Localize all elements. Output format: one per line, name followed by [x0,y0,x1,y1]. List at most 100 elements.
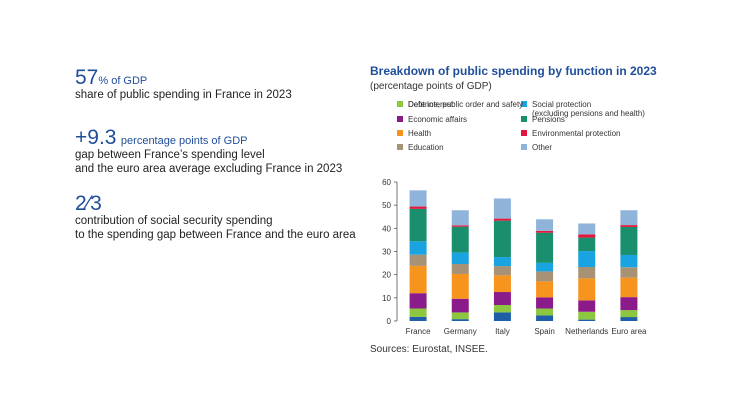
bar-segment [536,297,554,309]
bar-segment [536,262,554,272]
bar-segment [451,264,469,274]
bar-segment [409,254,427,266]
bar-segment [620,277,638,298]
legend-item: Defence, public order and safety [397,100,523,109]
bar-segment [620,267,638,278]
bar-segment [578,311,596,320]
bar-segment [578,319,596,321]
bar-segment [493,305,511,313]
stat-public-spending-share: 57% of GDP share of public spending in F… [75,67,292,102]
bar-segment [409,308,427,317]
stat-description-line: share of public spending in France in 20… [75,89,292,101]
stat-description: contribution of social security spending… [75,214,356,242]
legend-label: Economic affairs [408,115,467,124]
bar-segment [620,317,638,321]
legend-label-text: Debt interest [408,100,454,109]
legend-label: Pensions [532,115,565,124]
legend-label-subtext: (excluding pensions and health) [532,109,645,118]
y-tick-label: 60 [382,178,391,187]
legend-swatch [397,130,403,136]
bar-segment [620,297,638,311]
stat-description-line: and the euro area average excluding Fran… [75,163,343,175]
bar-segment [451,312,469,320]
bar-segment [451,210,469,226]
bar-segment [620,254,638,268]
bar-segment [620,210,638,226]
legend-label-text: Education [408,143,444,152]
bar-segment [451,319,469,321]
legend-swatch [397,144,403,150]
legend-label-text: Other [532,143,553,152]
bar-segment [451,225,469,227]
bar-segment [493,266,511,276]
bar-segment [578,278,596,301]
legend-item: Education [397,143,444,152]
legend-item: Social protection (excluding pensions and… [521,100,645,118]
legend-item: Environmental protection [521,129,621,138]
stat-spending-gap: +9.3 percentage points of GDP gap betwee… [75,127,342,176]
stat-value: 57 [75,66,99,89]
bar-segment [578,251,596,268]
bar-segment [409,190,427,207]
bar-segment [493,198,511,219]
legend-swatch [521,144,527,150]
bar-segment [578,223,596,235]
y-tick-label: 0 [387,317,392,326]
chart-title: Breakdown of public spending by function… [370,64,657,78]
bar-segment [451,226,469,253]
bar-segment [493,218,511,221]
bar-segment [536,308,554,316]
chart-subtitle: (percentage points of GDP) [370,81,492,92]
legend-label-text: Social protection [532,100,592,109]
legend-swatch [521,130,527,136]
bar-segment [578,234,596,238]
bar-segment [620,226,638,255]
bar-segment [451,252,469,265]
legend-label-text: Economic affairs [408,115,467,124]
bar-segment [493,257,511,267]
y-tick-label: 30 [382,248,391,257]
bar-segment [493,220,511,258]
bar-segment [536,219,554,231]
stat-value: 2⁄3 [75,192,102,215]
legend-item: Economic affairs [397,115,467,124]
legend-label: Environmental protection [532,129,621,138]
stacked-bar-chart: 0 10 20 30 40 50 60 France Germany Italy Spain Neth… [382,178,647,336]
legend-swatch [521,101,527,107]
legend-label-text: Environmental protection [532,129,621,138]
legend-label: Defence, public order and safety [408,100,523,109]
chart-source: Sources: Eurostat, INSEE. [370,344,488,355]
legend-label: Debt interest [408,100,453,109]
bar-segment [409,265,427,294]
legend-label: Other [532,143,552,152]
x-tick-label: Netherlands [565,327,608,336]
x-tick-label: France [406,327,431,336]
stat-social-security-contribution: 2⁄3 contribution of social security spen… [75,193,356,242]
bar-segment [493,292,511,306]
bar-segment [451,298,469,313]
stat-description: share of public spending in France in 20… [75,88,292,102]
x-tick-label: Italy [495,327,510,336]
y-tick-label: 40 [382,224,391,233]
bar-segment [620,225,638,227]
x-tick-label: Euro area [611,327,647,336]
bar-segment [409,208,427,242]
legend-swatch [521,116,527,122]
stat-description-line: contribution of social security spending [75,215,273,227]
stat-description-line: to the spending gap between France and t… [75,229,356,241]
stat-description-line: gap between France’s spending level [75,149,265,161]
legend-label-text: Health [408,129,432,138]
legend-swatch [397,101,403,107]
legend-label: Health [408,129,431,138]
legend-item: Pensions [521,115,565,124]
bar-segment [493,312,511,321]
legend-label: Social protection (excluding pensions and… [532,100,645,118]
bar-segment [578,267,596,279]
bar-segment [493,275,511,293]
x-tick-label: Germany [444,327,477,336]
legend-item: Health [397,129,431,138]
bar-segment [536,281,554,298]
stat-unit: percentage points of GDP [120,135,248,147]
legend-swatch [397,116,403,122]
bar-segment [620,310,638,318]
